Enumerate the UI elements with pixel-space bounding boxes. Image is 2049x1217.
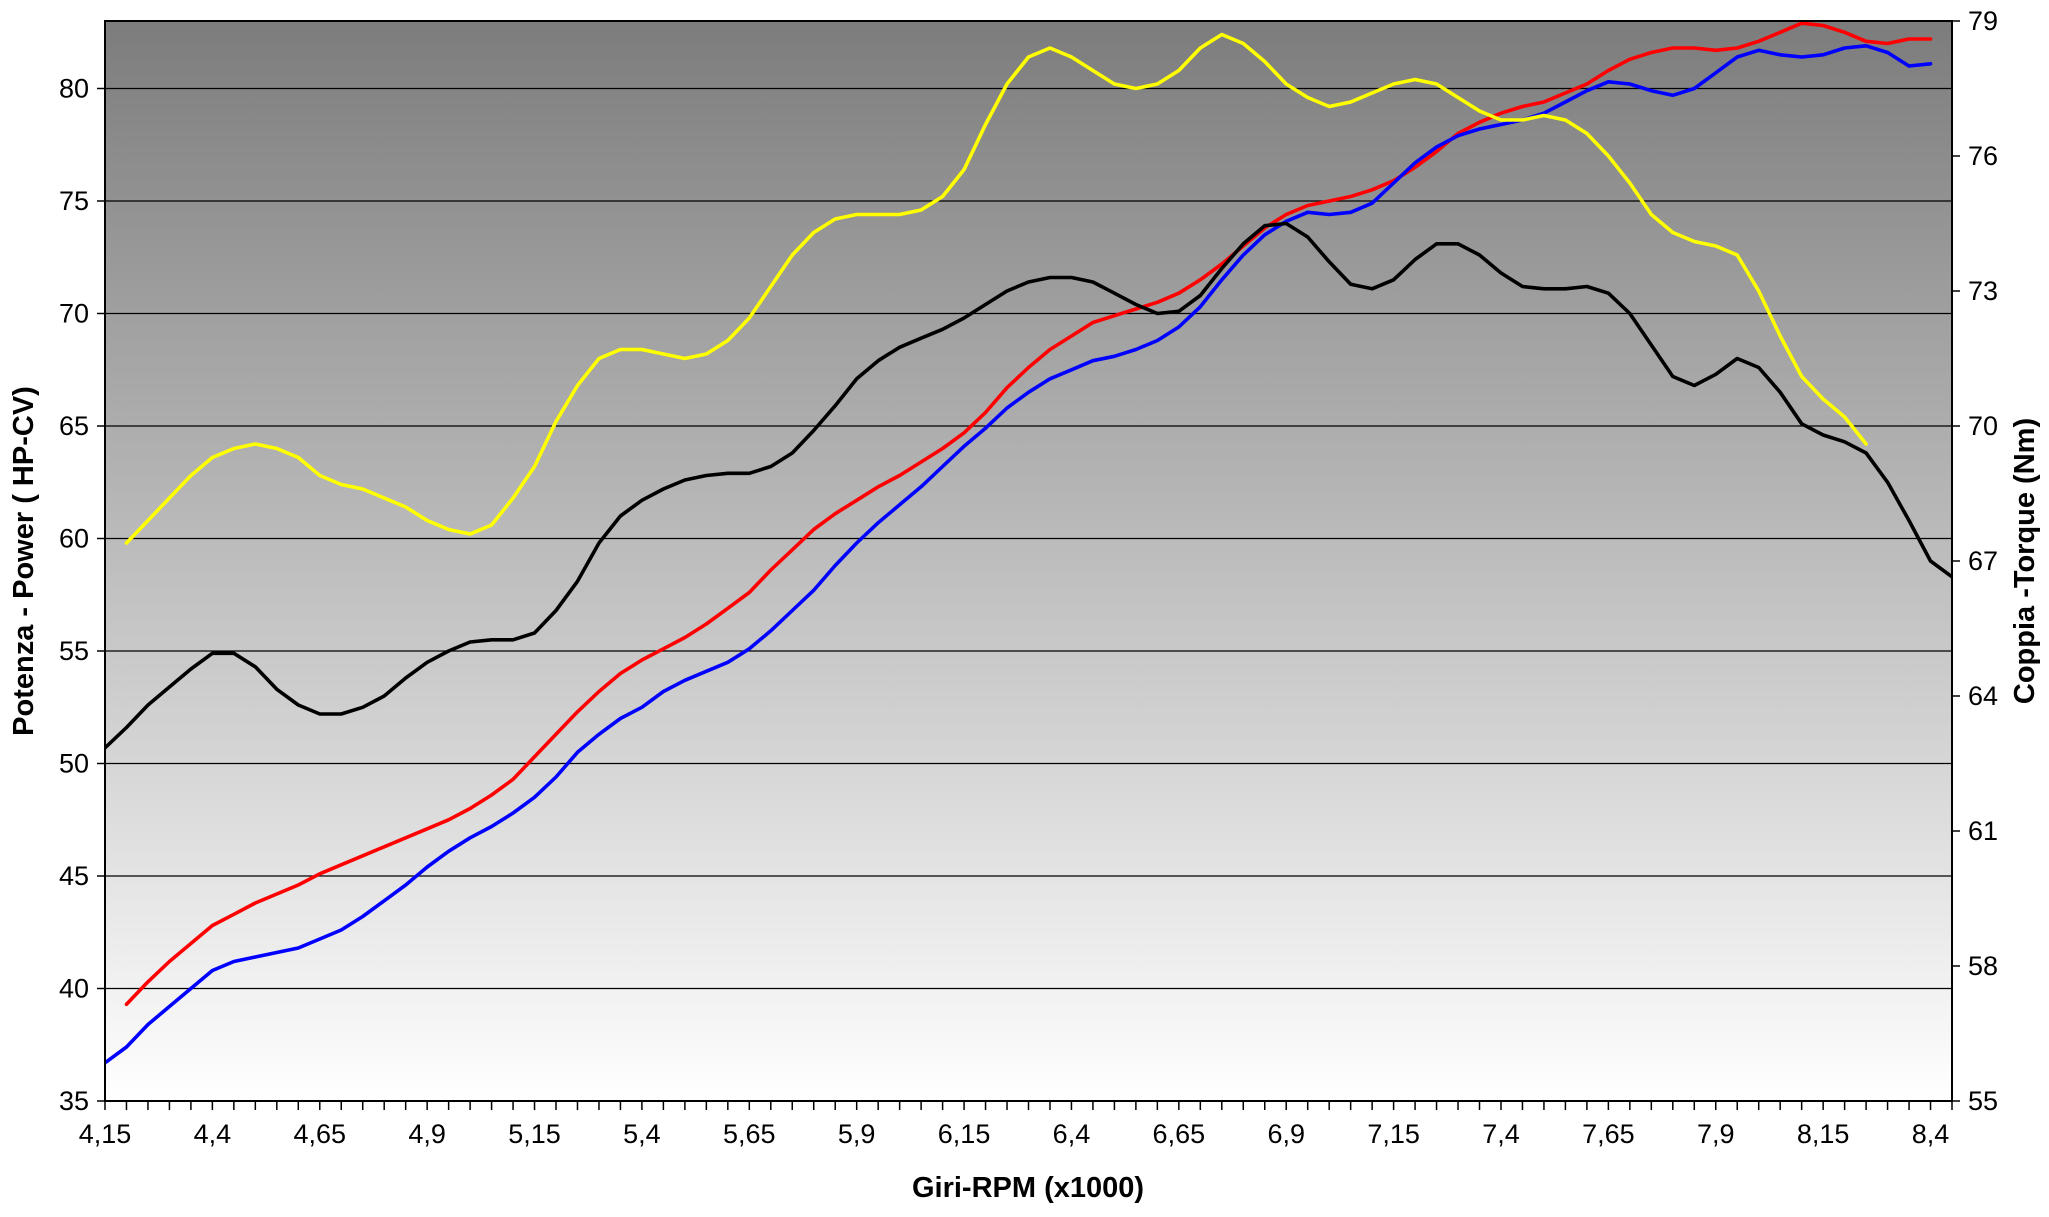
x-tick-label: 4,15 xyxy=(79,1119,132,1149)
y-left-tick-label: 40 xyxy=(59,974,89,1004)
x-tick-label: 8,4 xyxy=(1912,1119,1950,1149)
series-line-3 xyxy=(124,32,1868,545)
x-tick-label: 5,65 xyxy=(723,1119,776,1149)
x-tick-label: 4,65 xyxy=(293,1119,346,1149)
x-tick-label: 6,15 xyxy=(938,1119,991,1149)
y-left-axis-label: Potenza - Power ( HP-CV) xyxy=(8,386,40,736)
x-axis-ticks: 4,15 4,4 4,65 4,9 5,15 5,4 5,65 5,9 6,15 6,4 6,65 6… xyxy=(79,1101,1953,1149)
x-tick-label: 5,15 xyxy=(508,1119,561,1149)
x-tick-label: 7,4 xyxy=(1482,1119,1520,1149)
series-line-1 xyxy=(124,21,1933,1007)
y-left-axis-ticks: 35 40 45 50 55 60 65 70 75 80 xyxy=(59,74,105,1116)
y-right-tick-label: 79 xyxy=(1968,6,1998,36)
y-right-tick-label: 67 xyxy=(1968,546,1998,576)
series-group xyxy=(105,21,1952,1065)
y-left-tick-label: 65 xyxy=(59,411,89,441)
y-right-axis-label: Coppia -Torque (Nm) xyxy=(2009,418,2041,704)
y-right-axis-ticks: 55 58 61 64 67 70 73 76 79 xyxy=(1952,6,1998,1116)
y-right-tick-label: 64 xyxy=(1968,681,1998,711)
series-line-2 xyxy=(105,43,1933,1065)
y-right-tick-label: 70 xyxy=(1968,411,1998,441)
x-tick-label: 7,15 xyxy=(1367,1119,1420,1149)
x-tick-label: 8,15 xyxy=(1797,1119,1850,1149)
y-left-tick-label: 75 xyxy=(59,186,89,216)
y-left-tick-label: 60 xyxy=(59,524,89,554)
y-right-tick-label: 76 xyxy=(1968,141,1998,171)
x-tick-label: 6,65 xyxy=(1153,1119,1206,1149)
y-right-tick-label: 73 xyxy=(1968,276,1998,306)
series-line-4 xyxy=(105,221,1952,750)
x-tick-label: 6,4 xyxy=(1053,1119,1091,1149)
x-tick-label: 5,9 xyxy=(838,1119,876,1149)
y-left-tick-label: 35 xyxy=(59,1086,89,1116)
x-tick-label: 6,9 xyxy=(1267,1119,1305,1149)
x-tick-label: 7,9 xyxy=(1697,1119,1735,1149)
x-tick-label: 4,9 xyxy=(408,1119,446,1149)
x-tick-label: 7,65 xyxy=(1582,1119,1635,1149)
y-right-tick-label: 58 xyxy=(1968,951,1998,981)
y-right-tick-label: 61 xyxy=(1968,816,1998,846)
x-tick-label: 4,4 xyxy=(194,1119,232,1149)
x-axis-label: Giri-RPM (x1000) xyxy=(912,1172,1144,1204)
y-left-tick-label: 55 xyxy=(59,636,89,666)
y-left-tick-label: 45 xyxy=(59,861,89,891)
x-tick-label: 5,4 xyxy=(623,1119,661,1149)
y-left-tick-label: 50 xyxy=(59,749,89,779)
plot-area-background xyxy=(105,21,1952,1101)
y-right-tick-label: 55 xyxy=(1968,1086,1998,1116)
y-left-tick-label: 70 xyxy=(59,299,89,329)
y-left-tick-label: 80 xyxy=(59,74,89,104)
